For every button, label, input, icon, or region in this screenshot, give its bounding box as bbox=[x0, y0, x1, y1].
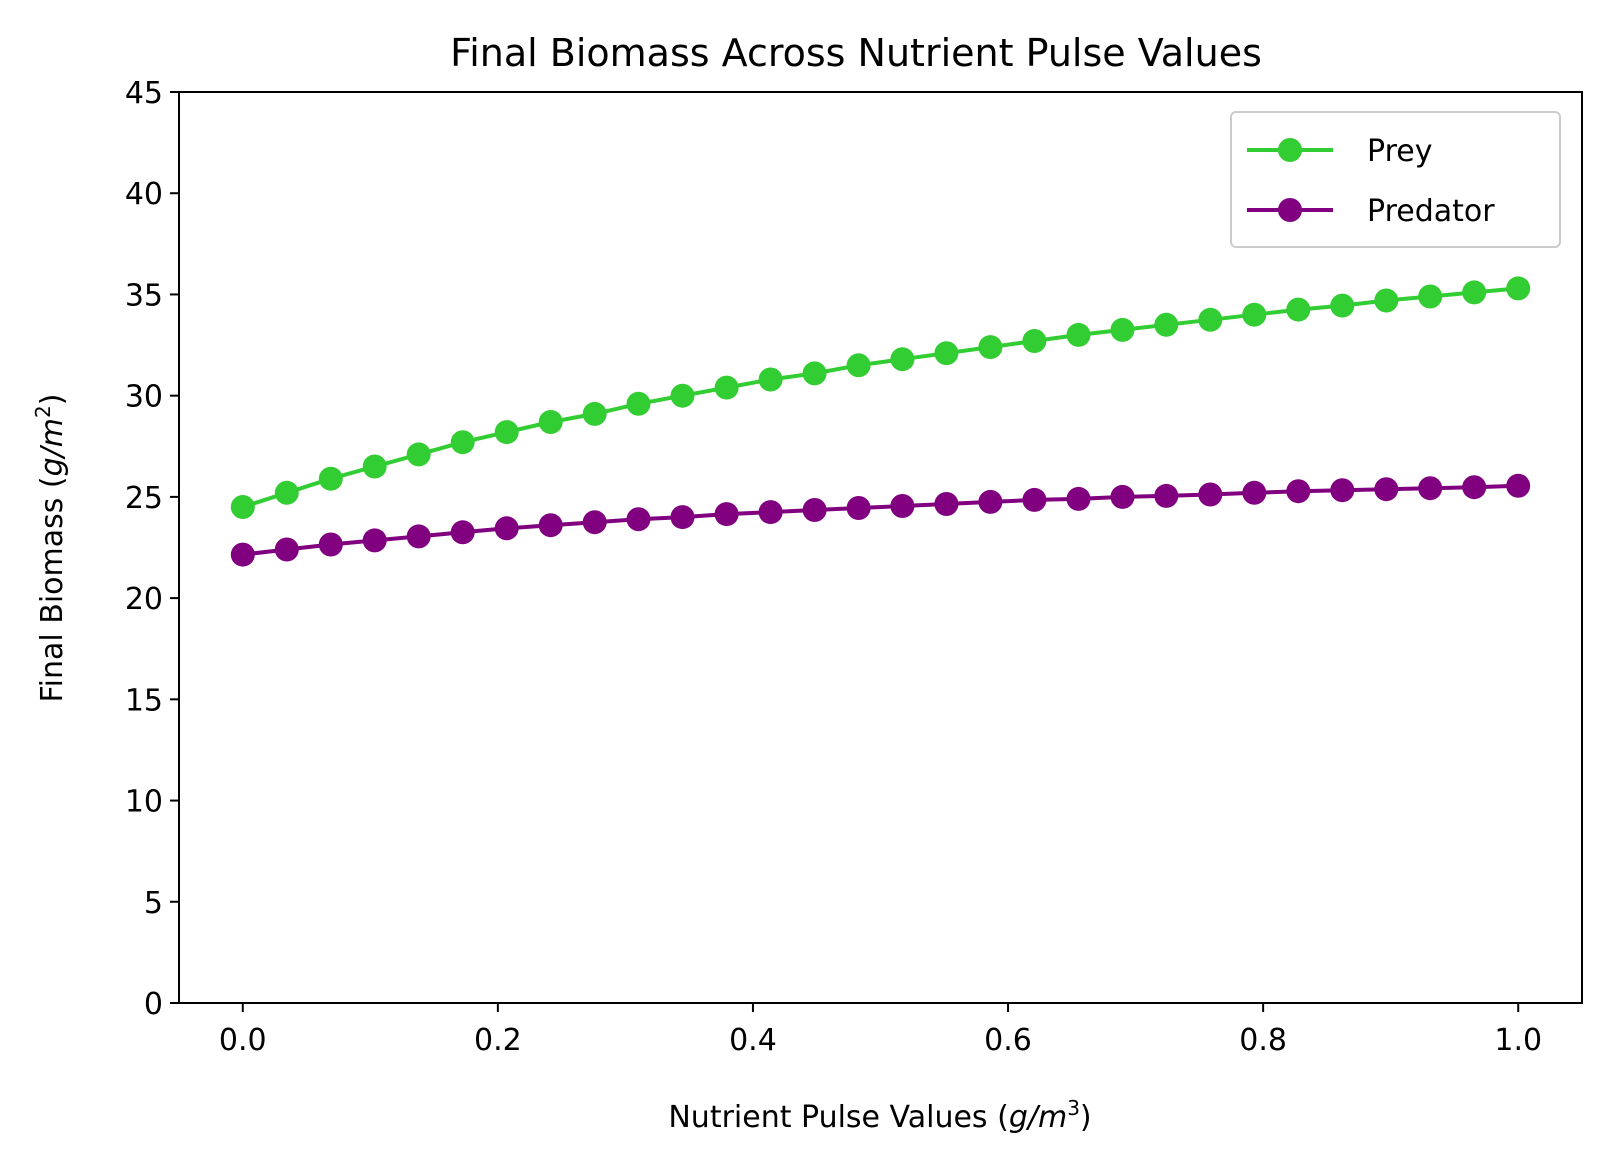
x-axis-label: Nutrient Pulse Values (g/m3) bbox=[668, 1096, 1091, 1135]
data-point-predator bbox=[802, 498, 827, 522]
data-point-prey bbox=[406, 442, 431, 467]
data-point-prey bbox=[494, 420, 519, 445]
series-line-predator bbox=[242, 483, 1519, 557]
legend-marker-predator bbox=[1278, 198, 1302, 222]
y-tick-label: 10 bbox=[125, 785, 163, 820]
chart-title: Final Biomass Across Nutrient Pulse Valu… bbox=[450, 31, 1262, 75]
data-point-predator bbox=[1462, 475, 1487, 500]
data-point-predator bbox=[406, 524, 431, 549]
data-point-prey bbox=[1418, 284, 1443, 309]
data-point-predator bbox=[890, 494, 915, 518]
y-tick-label: 40 bbox=[125, 177, 163, 212]
y-tick-label: 45 bbox=[125, 76, 163, 111]
data-point-predator bbox=[1198, 482, 1223, 507]
y-tick-label: 5 bbox=[144, 886, 163, 921]
data-point-prey bbox=[538, 410, 563, 434]
x-tick-label: 0.2 bbox=[474, 1023, 522, 1058]
data-point-predator bbox=[582, 510, 607, 535]
data-point-predator bbox=[1154, 483, 1179, 508]
plot-area bbox=[230, 276, 1531, 567]
legend: Prey Predator bbox=[1230, 111, 1561, 248]
data-point-prey bbox=[450, 430, 475, 455]
data-point-prey bbox=[758, 367, 783, 392]
x-tick-label: 0.6 bbox=[984, 1023, 1032, 1058]
data-point-predator bbox=[538, 513, 563, 538]
data-point-prey bbox=[1286, 297, 1311, 322]
data-point-prey bbox=[274, 480, 299, 505]
data-point-predator bbox=[362, 528, 387, 553]
data-point-predator bbox=[1022, 487, 1047, 512]
data-point-prey bbox=[670, 383, 695, 408]
x-axis: 0.0 0.2 0.4 0.6 0.8 1.0 bbox=[219, 1003, 1542, 1058]
data-point-prey bbox=[362, 454, 387, 479]
data-point-predator bbox=[670, 505, 695, 530]
data-point-predator bbox=[934, 492, 959, 516]
data-point-predator bbox=[1110, 484, 1135, 509]
data-point-predator bbox=[1374, 477, 1399, 502]
x-tick-label: 1.0 bbox=[1494, 1023, 1542, 1058]
data-point-prey bbox=[1110, 317, 1135, 342]
legend-marker-prey bbox=[1278, 138, 1302, 162]
data-point-prey bbox=[582, 401, 607, 426]
data-point-prey bbox=[1022, 329, 1047, 353]
y-axis-label: Final Biomass (g/m2) bbox=[31, 394, 70, 703]
data-point-predator bbox=[758, 500, 783, 525]
data-point-predator bbox=[274, 537, 299, 562]
data-point-prey bbox=[1330, 293, 1355, 318]
data-point-prey bbox=[934, 341, 959, 366]
data-point-predator bbox=[494, 516, 519, 541]
y-tick-label: 30 bbox=[125, 380, 163, 415]
series-prey bbox=[230, 276, 1531, 519]
data-point-predator bbox=[714, 502, 739, 527]
data-point-prey bbox=[1506, 276, 1531, 301]
data-point-prey bbox=[1374, 288, 1399, 313]
plot-frame bbox=[178, 91, 1583, 1004]
series-line-prey bbox=[242, 286, 1519, 509]
data-point-predator bbox=[846, 496, 871, 520]
data-point-prey bbox=[1198, 307, 1223, 332]
y-tick-label: 25 bbox=[125, 481, 163, 516]
y-tick-label: 0 bbox=[144, 987, 163, 1022]
data-point-prey bbox=[626, 391, 651, 416]
data-point-predator bbox=[1506, 473, 1531, 498]
x-tick-label: 0.4 bbox=[729, 1023, 777, 1058]
y-axis: 0 5 10 15 20 25 30 35 40 45 bbox=[125, 76, 179, 1022]
data-point-predator bbox=[318, 532, 343, 557]
data-point-predator bbox=[230, 542, 255, 567]
data-point-prey bbox=[1066, 322, 1091, 347]
data-point-prey bbox=[230, 495, 255, 519]
data-point-prey bbox=[846, 353, 871, 378]
legend-label-predator: Predator bbox=[1367, 194, 1495, 229]
data-point-predator bbox=[1418, 476, 1443, 501]
data-point-prey bbox=[890, 347, 915, 372]
data-point-predator bbox=[978, 489, 1003, 514]
data-point-predator bbox=[450, 520, 475, 545]
data-point-prey bbox=[1154, 312, 1179, 337]
data-point-predator bbox=[1066, 486, 1091, 511]
data-point-prey bbox=[714, 375, 739, 400]
data-point-predator bbox=[626, 507, 651, 532]
legend-label-prey: Prey bbox=[1367, 134, 1432, 169]
data-point-prey bbox=[1242, 302, 1267, 327]
x-tick-label: 0.0 bbox=[219, 1023, 267, 1058]
y-tick-label: 15 bbox=[125, 683, 163, 718]
y-tick-label: 35 bbox=[125, 278, 163, 313]
legend-box bbox=[1230, 111, 1561, 248]
data-point-prey bbox=[318, 466, 343, 491]
data-point-predator bbox=[1286, 479, 1311, 504]
data-point-predator bbox=[1242, 480, 1267, 505]
series-predator bbox=[230, 473, 1531, 567]
data-point-prey bbox=[1462, 280, 1487, 305]
data-point-prey bbox=[802, 361, 827, 386]
y-tick-label: 20 bbox=[125, 582, 163, 617]
x-tick-label: 0.8 bbox=[1239, 1023, 1287, 1058]
data-point-predator bbox=[1330, 478, 1355, 503]
data-point-prey bbox=[978, 335, 1003, 360]
